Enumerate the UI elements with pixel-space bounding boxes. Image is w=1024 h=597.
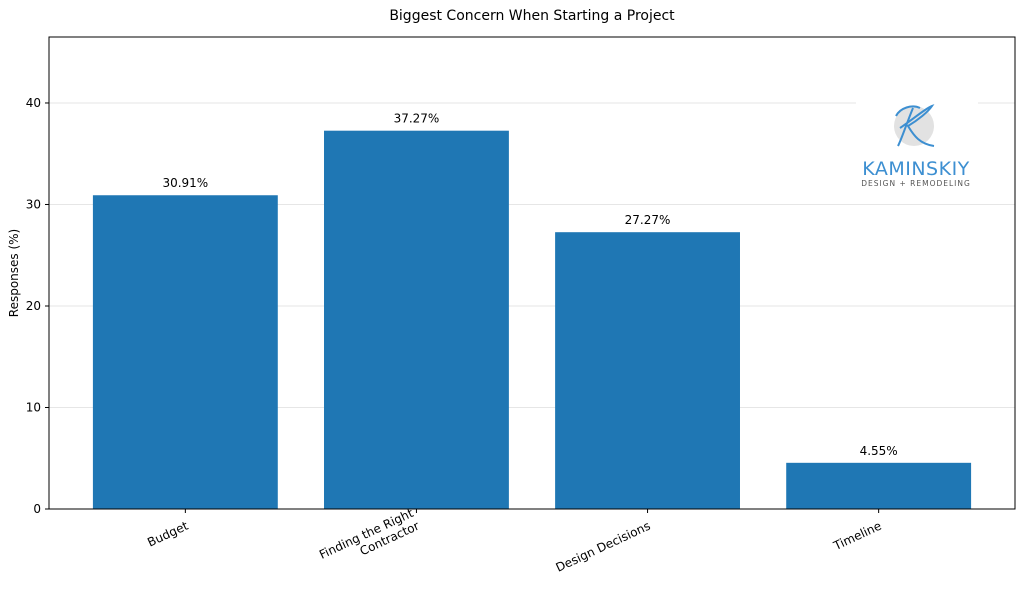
y-tick-label: 0 (33, 502, 41, 516)
logo-brand: KAMINSKIY (862, 158, 970, 180)
data-label: 30.91% (162, 176, 208, 190)
chart-title: Biggest Concern When Starting a Project (389, 8, 675, 24)
x-tick-label: Design Decisions (554, 519, 653, 575)
data-label: 4.55% (860, 444, 898, 458)
y-tick-label: 20 (26, 299, 41, 313)
plot-frame (48, 36, 1016, 510)
bar (555, 232, 740, 510)
x-axis: Budget Finding the RightContractor Design … (145, 506, 883, 575)
bar (786, 462, 972, 509)
x-tick-label: Finding the RightContractor (317, 506, 422, 575)
data-label: 37.27% (394, 112, 440, 126)
x-tick-label: Timeline (831, 519, 884, 554)
company-logo: KAMINSKIY DESIGN + REMODELING (856, 100, 978, 192)
logo-tagline: DESIGN + REMODELING (861, 179, 971, 188)
y-axis: 0 10 20 30 40 (26, 96, 49, 516)
bar (324, 130, 509, 510)
x-tick-label: Budget (145, 519, 190, 550)
bars: 30.91% 37.27% 27.27% 4.55% (92, 112, 972, 510)
logo-k-monogram-icon (895, 104, 935, 147)
data-label: 27.27% (625, 213, 671, 227)
bar (92, 195, 278, 509)
y-axis-label: Responses (%) (7, 229, 21, 317)
y-tick-label: 40 (26, 96, 41, 110)
y-tick-label: 10 (26, 400, 41, 414)
y-tick-label: 30 (26, 197, 41, 211)
